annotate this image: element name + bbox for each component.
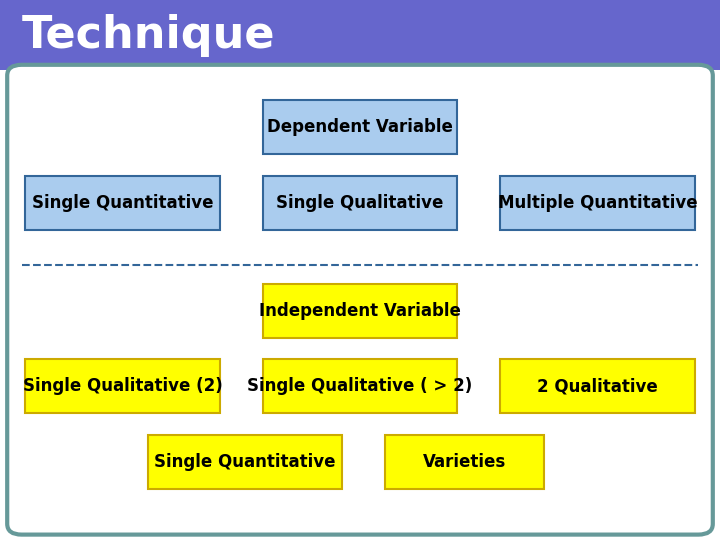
- FancyBboxPatch shape: [25, 359, 220, 413]
- Text: Technique: Technique: [22, 14, 275, 57]
- Text: Single Quantitative: Single Quantitative: [154, 453, 336, 471]
- FancyBboxPatch shape: [263, 284, 457, 338]
- FancyBboxPatch shape: [385, 435, 544, 489]
- Text: Dependent Variable: Dependent Variable: [267, 118, 453, 136]
- Text: Varieties: Varieties: [423, 453, 506, 471]
- Text: Single Qualitative (2): Single Qualitative (2): [22, 377, 222, 395]
- Text: 2 Qualitative: 2 Qualitative: [537, 377, 658, 395]
- Text: Single Quantitative: Single Quantitative: [32, 193, 213, 212]
- Text: Independent Variable: Independent Variable: [259, 301, 461, 320]
- FancyBboxPatch shape: [263, 176, 457, 230]
- FancyBboxPatch shape: [25, 176, 220, 230]
- FancyBboxPatch shape: [7, 65, 713, 535]
- Text: Single Qualitative ( > 2): Single Qualitative ( > 2): [248, 377, 472, 395]
- FancyBboxPatch shape: [500, 176, 695, 230]
- Text: Single Qualitative: Single Qualitative: [276, 193, 444, 212]
- FancyBboxPatch shape: [500, 359, 695, 413]
- FancyBboxPatch shape: [263, 359, 457, 413]
- FancyBboxPatch shape: [263, 100, 457, 154]
- FancyBboxPatch shape: [0, 0, 720, 70]
- FancyBboxPatch shape: [148, 435, 342, 489]
- Text: Multiple Quantitative: Multiple Quantitative: [498, 193, 698, 212]
